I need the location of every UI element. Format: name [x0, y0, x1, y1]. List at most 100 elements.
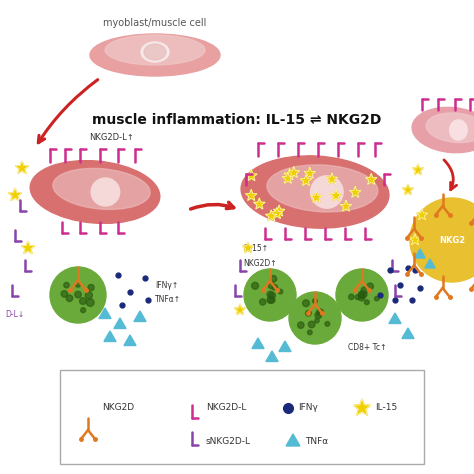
Polygon shape	[265, 210, 277, 221]
Polygon shape	[252, 338, 264, 348]
Ellipse shape	[412, 107, 474, 153]
Circle shape	[64, 283, 69, 288]
Polygon shape	[242, 242, 254, 253]
Circle shape	[367, 283, 374, 290]
Ellipse shape	[310, 176, 343, 208]
Polygon shape	[354, 399, 371, 415]
Circle shape	[336, 269, 388, 321]
Circle shape	[269, 297, 275, 303]
Circle shape	[365, 300, 369, 305]
Text: NKG2D↑: NKG2D↑	[243, 258, 277, 267]
Polygon shape	[409, 234, 421, 245]
Polygon shape	[104, 331, 116, 341]
Text: IFNγ↑: IFNγ↑	[155, 281, 178, 290]
Polygon shape	[288, 167, 300, 177]
Polygon shape	[412, 164, 424, 175]
Text: TNFα: TNFα	[305, 438, 328, 447]
Ellipse shape	[450, 120, 467, 140]
Circle shape	[317, 309, 324, 316]
Text: CD8+ Tc↑: CD8+ Tc↑	[348, 344, 386, 353]
Circle shape	[267, 297, 274, 303]
Polygon shape	[402, 184, 414, 195]
Circle shape	[374, 296, 379, 301]
Polygon shape	[286, 434, 300, 446]
Ellipse shape	[241, 156, 389, 228]
Ellipse shape	[53, 168, 150, 210]
Polygon shape	[389, 313, 401, 323]
Circle shape	[355, 295, 360, 300]
Polygon shape	[330, 190, 342, 201]
Circle shape	[410, 198, 474, 282]
Polygon shape	[284, 169, 295, 180]
Circle shape	[260, 299, 266, 305]
Polygon shape	[9, 188, 22, 201]
FancyBboxPatch shape	[60, 370, 424, 464]
Ellipse shape	[105, 35, 205, 65]
Text: IL-15: IL-15	[375, 403, 397, 412]
Circle shape	[312, 299, 317, 303]
Text: myoblast/muscle cell: myoblast/muscle cell	[103, 18, 207, 28]
Circle shape	[306, 310, 311, 316]
Circle shape	[270, 275, 277, 282]
Polygon shape	[114, 318, 126, 328]
Polygon shape	[326, 173, 337, 184]
Circle shape	[75, 282, 81, 287]
Circle shape	[302, 300, 310, 307]
Circle shape	[315, 319, 319, 323]
Circle shape	[361, 287, 368, 294]
Circle shape	[348, 294, 354, 300]
Polygon shape	[273, 205, 285, 216]
Circle shape	[289, 292, 341, 344]
Polygon shape	[301, 175, 312, 185]
Circle shape	[315, 312, 321, 319]
Circle shape	[252, 283, 259, 289]
Circle shape	[80, 298, 86, 304]
Ellipse shape	[426, 113, 474, 143]
Polygon shape	[15, 161, 28, 173]
Circle shape	[308, 330, 312, 335]
Polygon shape	[402, 328, 414, 338]
Polygon shape	[21, 241, 35, 254]
Circle shape	[268, 283, 274, 289]
Polygon shape	[99, 308, 111, 319]
Polygon shape	[134, 311, 146, 321]
Ellipse shape	[267, 165, 378, 212]
Circle shape	[298, 322, 304, 328]
Text: NKG2D-L: NKG2D-L	[206, 403, 246, 412]
Text: D-L↓: D-L↓	[5, 310, 24, 319]
Polygon shape	[365, 173, 377, 184]
Circle shape	[88, 284, 94, 291]
Circle shape	[359, 292, 365, 298]
Polygon shape	[340, 201, 352, 211]
Polygon shape	[282, 173, 293, 183]
Circle shape	[244, 269, 296, 321]
Circle shape	[360, 291, 367, 298]
Circle shape	[267, 291, 273, 298]
Text: NKG2D: NKG2D	[102, 403, 134, 412]
Text: IL-15↑: IL-15↑	[243, 244, 268, 253]
Ellipse shape	[141, 42, 169, 62]
Polygon shape	[124, 335, 136, 346]
Polygon shape	[254, 198, 265, 209]
Circle shape	[358, 294, 365, 301]
Circle shape	[75, 291, 82, 298]
Polygon shape	[234, 304, 246, 315]
Polygon shape	[304, 167, 316, 178]
Polygon shape	[415, 249, 425, 258]
Polygon shape	[310, 191, 322, 202]
Polygon shape	[246, 190, 257, 201]
Circle shape	[325, 321, 330, 326]
Ellipse shape	[144, 44, 166, 60]
Circle shape	[272, 284, 278, 290]
Circle shape	[61, 291, 68, 297]
Text: TNFα↑: TNFα↑	[155, 295, 181, 304]
Polygon shape	[416, 209, 428, 220]
Polygon shape	[266, 351, 278, 362]
Circle shape	[269, 292, 275, 299]
Text: NKG2: NKG2	[439, 236, 465, 245]
Ellipse shape	[90, 34, 220, 76]
Polygon shape	[246, 170, 257, 181]
Polygon shape	[425, 259, 435, 268]
Polygon shape	[279, 341, 291, 352]
Polygon shape	[349, 186, 361, 197]
